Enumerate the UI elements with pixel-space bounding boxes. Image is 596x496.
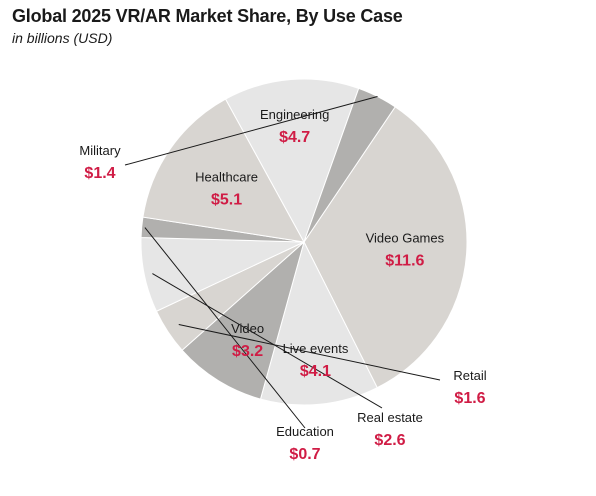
slice-value-live-events: $4.1 bbox=[300, 363, 331, 380]
pie-slice-video bbox=[181, 240, 305, 400]
chart-subtitle: in billions (USD) bbox=[12, 30, 113, 46]
slice-label-healthcare: Healthcare bbox=[195, 170, 258, 185]
slice-label-video: Video bbox=[231, 321, 264, 336]
leader-lines bbox=[124, 96, 441, 429]
pie-slices bbox=[140, 78, 468, 406]
pie-slice-live-events bbox=[259, 240, 378, 406]
slice-label-live-events: Live events bbox=[283, 341, 349, 356]
slice-value-real-estate: $2.6 bbox=[374, 432, 405, 449]
slice-label-real-estate: Real estate bbox=[357, 410, 423, 425]
slice-value-military: $1.4 bbox=[84, 165, 115, 182]
slice-label-military: Military bbox=[79, 143, 121, 158]
leader-line-real-estate bbox=[152, 273, 383, 409]
pie-slice-video-games bbox=[303, 106, 468, 389]
slice-label-education: Education bbox=[276, 424, 334, 439]
slice-value-video-games: $11.6 bbox=[385, 252, 424, 269]
leader-line-education bbox=[144, 227, 306, 429]
slice-label-engineering: Engineering bbox=[260, 107, 329, 122]
leader-line-retail bbox=[178, 323, 441, 381]
slice-value-healthcare: $5.1 bbox=[211, 192, 242, 209]
pie-slice-healthcare bbox=[142, 98, 305, 243]
pie-slice-engineering bbox=[224, 78, 360, 244]
slice-value-video: $3.2 bbox=[232, 343, 263, 360]
slice-label-retail: Retail bbox=[453, 368, 486, 383]
chart-title: Global 2025 VR/AR Market Share, By Use C… bbox=[12, 6, 403, 26]
slice-label-video-games: Video Games bbox=[366, 230, 445, 245]
slice-value-retail: $1.6 bbox=[454, 390, 485, 407]
slice-value-engineering: $4.7 bbox=[279, 129, 310, 146]
slice-value-education: $0.7 bbox=[289, 446, 320, 463]
slice-labels: Video Games $11.6 Live events $4.1 Video $3.2… bbox=[79, 107, 486, 463]
leader-line-military bbox=[124, 96, 378, 166]
